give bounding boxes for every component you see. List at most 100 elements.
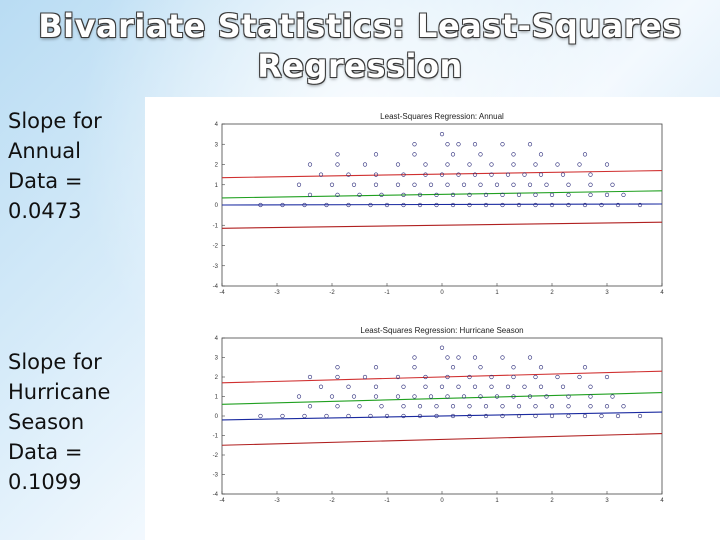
data-point (351, 182, 357, 187)
data-point (511, 365, 516, 370)
data-point (511, 152, 516, 157)
data-point (401, 404, 406, 409)
data-point (373, 182, 379, 187)
data-point (604, 192, 610, 197)
y-tick-label: -3 (213, 264, 219, 270)
data-point (566, 413, 571, 419)
data-point (417, 404, 423, 409)
data-point (412, 142, 417, 147)
data-point (280, 413, 285, 419)
data-point (489, 172, 494, 177)
data-point (588, 192, 593, 197)
data-point (362, 374, 368, 380)
hurricane-slope-line1: Slope for (8, 350, 102, 374)
data-point (373, 394, 379, 399)
data-point (307, 162, 313, 167)
annual-slope-line2: Annual (8, 139, 81, 163)
data-point (395, 162, 401, 167)
data-point (516, 202, 522, 208)
data-point (434, 192, 439, 197)
data-point (555, 374, 560, 380)
regression-line (221, 411, 663, 421)
data-point (511, 162, 516, 167)
data-point (346, 202, 351, 208)
data-point (395, 394, 401, 399)
data-point (401, 384, 406, 389)
data-point (450, 365, 456, 370)
data-point (467, 374, 472, 380)
y-tick-label: 2 (215, 163, 219, 169)
data-point (401, 202, 406, 208)
data-point (362, 162, 368, 167)
data-point (549, 413, 555, 419)
slide-title-line1: Bivariate Statistics: Least-Squares (38, 7, 682, 45)
x-tick-label: -1 (384, 290, 390, 296)
data-point (472, 355, 478, 360)
data-point (544, 182, 549, 187)
data-point (357, 192, 362, 197)
data-point (511, 394, 516, 399)
regression-line (221, 203, 663, 206)
data-point (467, 404, 472, 409)
data-point (538, 384, 544, 389)
data-point (483, 202, 489, 208)
data-point (439, 172, 445, 177)
data-point (582, 365, 588, 370)
data-point (533, 162, 538, 167)
data-point (373, 365, 379, 370)
x-tick-label: 4 (660, 498, 664, 504)
data-point (351, 394, 357, 399)
data-point (280, 202, 285, 208)
data-point (379, 192, 384, 197)
data-point (456, 142, 461, 147)
y-tick-label: 4 (215, 336, 219, 342)
data-point (478, 152, 483, 157)
data-point (560, 172, 566, 177)
data-point (423, 172, 428, 177)
data-point (335, 192, 340, 197)
data-point (373, 384, 379, 389)
data-point (346, 413, 351, 419)
data-point (445, 374, 450, 380)
data-point (296, 182, 302, 187)
data-point (527, 355, 533, 360)
data-point (588, 384, 593, 389)
x-tick-label: 3 (605, 290, 609, 296)
data-point (417, 192, 423, 197)
data-point (450, 202, 456, 208)
data-point (527, 182, 533, 187)
x-tick-label: 3 (605, 498, 609, 504)
data-point (324, 202, 329, 208)
data-point (549, 192, 555, 197)
data-point (379, 404, 384, 409)
data-point (538, 365, 544, 370)
data-point (412, 394, 417, 399)
data-point (500, 404, 505, 409)
data-point (588, 394, 593, 399)
hurricane-slope-line4: Data = (8, 440, 83, 464)
data-point (439, 345, 445, 350)
regression-line (221, 433, 663, 446)
data-point (445, 355, 450, 360)
data-point (577, 374, 582, 380)
data-point (604, 404, 610, 409)
data-point (621, 192, 626, 197)
data-point (560, 384, 566, 389)
data-point (500, 192, 505, 197)
data-point (467, 413, 472, 419)
x-tick-label: -3 (274, 290, 280, 296)
y-tick-label: 4 (215, 122, 219, 128)
data-point (566, 182, 571, 187)
data-point (522, 172, 527, 177)
data-point (401, 192, 406, 197)
data-point (621, 404, 626, 409)
y-tick-label: 3 (215, 142, 219, 148)
x-tick-label: 4 (660, 290, 664, 296)
data-point (395, 182, 401, 187)
data-point (582, 202, 588, 208)
slide-title: Bivariate Statistics: Least-Squares Regr… (0, 6, 720, 86)
data-point (324, 413, 329, 419)
data-point (401, 172, 406, 177)
data-point (357, 404, 362, 409)
data-point (599, 202, 604, 208)
